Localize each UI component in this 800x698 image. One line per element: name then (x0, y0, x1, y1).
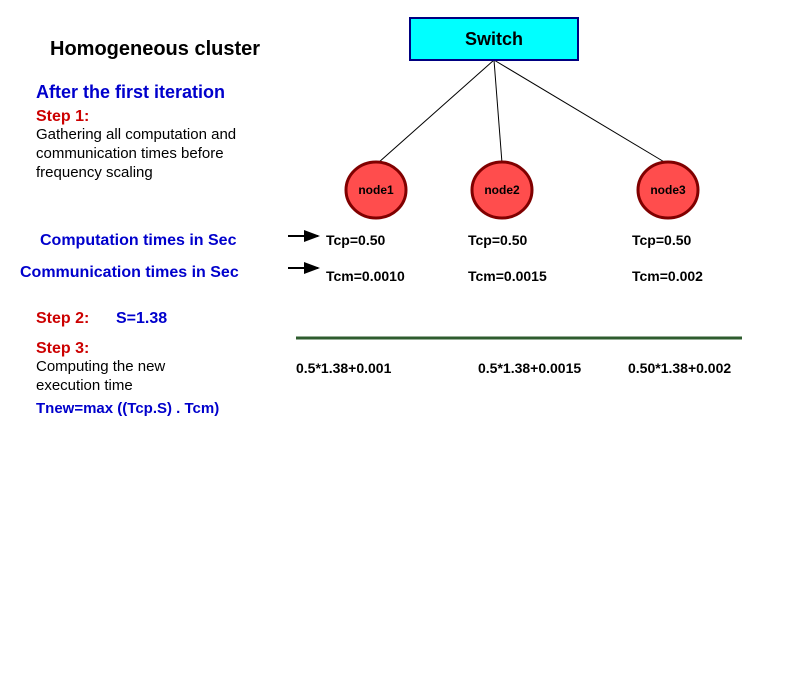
tcm-value: Tcm=0.002 (632, 268, 703, 284)
diagram-svg: Switch node1 node2 node3 (0, 0, 800, 698)
calc-value: 0.5*1.38+0.001 (296, 360, 391, 376)
tcp-value: Tcp=0.50 (632, 232, 691, 248)
step2-value: S=1.38 (116, 310, 167, 328)
iteration-subtitle: After the first iteration (36, 82, 225, 103)
switch-label: Switch (465, 29, 523, 49)
tcm-value: Tcm=0.0015 (468, 268, 547, 284)
calc-value: 0.5*1.38+0.0015 (478, 360, 581, 376)
communication-times-label: Communication times in Sec (20, 264, 239, 282)
step1-body: Gathering all computation andcommunicati… (36, 126, 236, 182)
step3-formula: Tnew=max ((Tcp.S) . Tcm) (36, 400, 219, 417)
tcm-value: Tcm=0.0010 (326, 268, 405, 284)
node-label: node1 (358, 183, 394, 197)
computation-times-label: Computation times in Sec (40, 232, 236, 250)
node-label: node3 (650, 183, 686, 197)
step2-label: Step 2: (36, 310, 89, 328)
tcp-value: Tcp=0.50 (468, 232, 527, 248)
node-label: node2 (484, 183, 520, 197)
step1-label: Step 1: (36, 108, 89, 126)
page-title: Homogeneous cluster (50, 38, 260, 61)
step3-label: Step 3: (36, 340, 89, 358)
tcp-value: Tcp=0.50 (326, 232, 385, 248)
step3-body: Computing the newexecution time (36, 358, 165, 396)
calc-value: 0.50*1.38+0.002 (628, 360, 731, 376)
